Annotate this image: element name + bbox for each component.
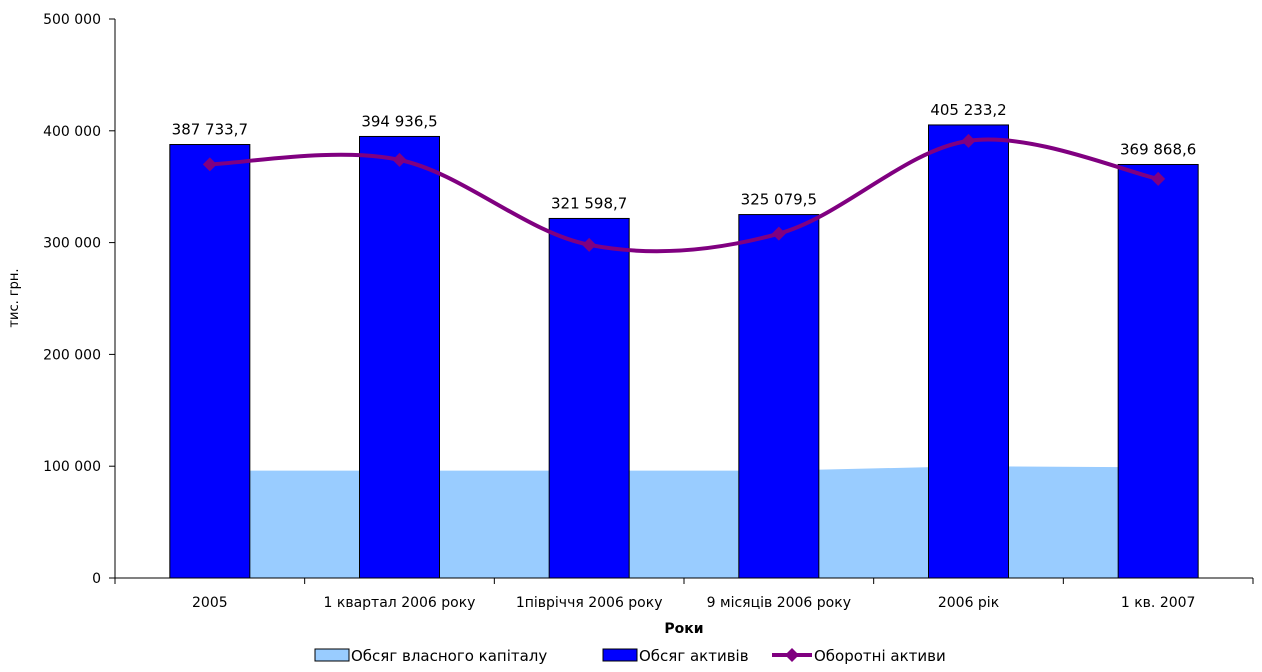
- bar-assets: [169, 144, 251, 579]
- area-series-group: [209, 466, 1159, 578]
- bar-assets: [738, 214, 820, 579]
- legend-swatch-assets: [602, 648, 638, 662]
- x-tick-label: 2005: [192, 595, 228, 611]
- line-marker: [961, 133, 976, 148]
- line-marker: [771, 226, 786, 241]
- data-labels-group: 387 733,7 394 936,5 321 598,7 325 079,5 405 …: [172, 101, 1197, 213]
- x-tick-label: 1півріччя 2006 року: [516, 595, 663, 611]
- line-marker: [1151, 171, 1166, 186]
- y-tick-label: 400 000: [43, 124, 101, 140]
- x-tick-label: 1 квартал 2006 року: [324, 595, 476, 611]
- y-axis-title: тис. грн.: [7, 268, 22, 327]
- data-label: 405 233,2: [930, 101, 1006, 119]
- line-marker: [582, 237, 597, 252]
- y-tick-label: 500 000: [43, 12, 101, 28]
- data-label: 369 868,6: [1120, 140, 1196, 158]
- bar-assets: [928, 124, 1009, 579]
- x-axis-title: Роки: [664, 621, 703, 637]
- y-tick-label: 0: [92, 571, 101, 587]
- legend-swatch-equity: [314, 648, 350, 662]
- x-tick-label: 1 кв. 2007: [1121, 595, 1196, 611]
- data-label: 325 079,5: [741, 191, 817, 209]
- line-current-assets: [209, 137, 1159, 254]
- data-label: 321 598,7: [551, 194, 627, 212]
- line-marker: [392, 152, 407, 167]
- axes-group: 0 100 000 200 000 300 000 400 000 500 000 2005…: [43, 12, 1254, 611]
- line-series-group: [202, 133, 1166, 254]
- bar-assets: [1117, 163, 1199, 579]
- bar-assets: [548, 217, 630, 579]
- legend-marker-current-assets: [785, 648, 799, 662]
- x-tick-label: 9 місяців 2006 року: [707, 595, 851, 611]
- data-label: 387 733,7: [172, 121, 248, 139]
- data-label: 394 936,5: [361, 112, 437, 130]
- y-tick-label: 200 000: [43, 347, 101, 363]
- legend: Обсяг власного капіталу Обсяг активів Обор…: [314, 647, 946, 665]
- legend-label-equity: Обсяг власного капіталу: [351, 647, 547, 665]
- legend-label-assets: Обсяг активів: [639, 647, 749, 665]
- x-tick-label: 2006 рік: [938, 595, 999, 611]
- y-tick-label: 300 000: [43, 236, 101, 252]
- legend-label-current-assets: Оборотні активи: [814, 647, 946, 665]
- y-tick-label: 100 000: [43, 459, 101, 475]
- area-equity: [209, 466, 1159, 578]
- bar-series-group: [169, 124, 1199, 579]
- line-marker: [202, 157, 217, 172]
- bar-assets: [359, 135, 440, 579]
